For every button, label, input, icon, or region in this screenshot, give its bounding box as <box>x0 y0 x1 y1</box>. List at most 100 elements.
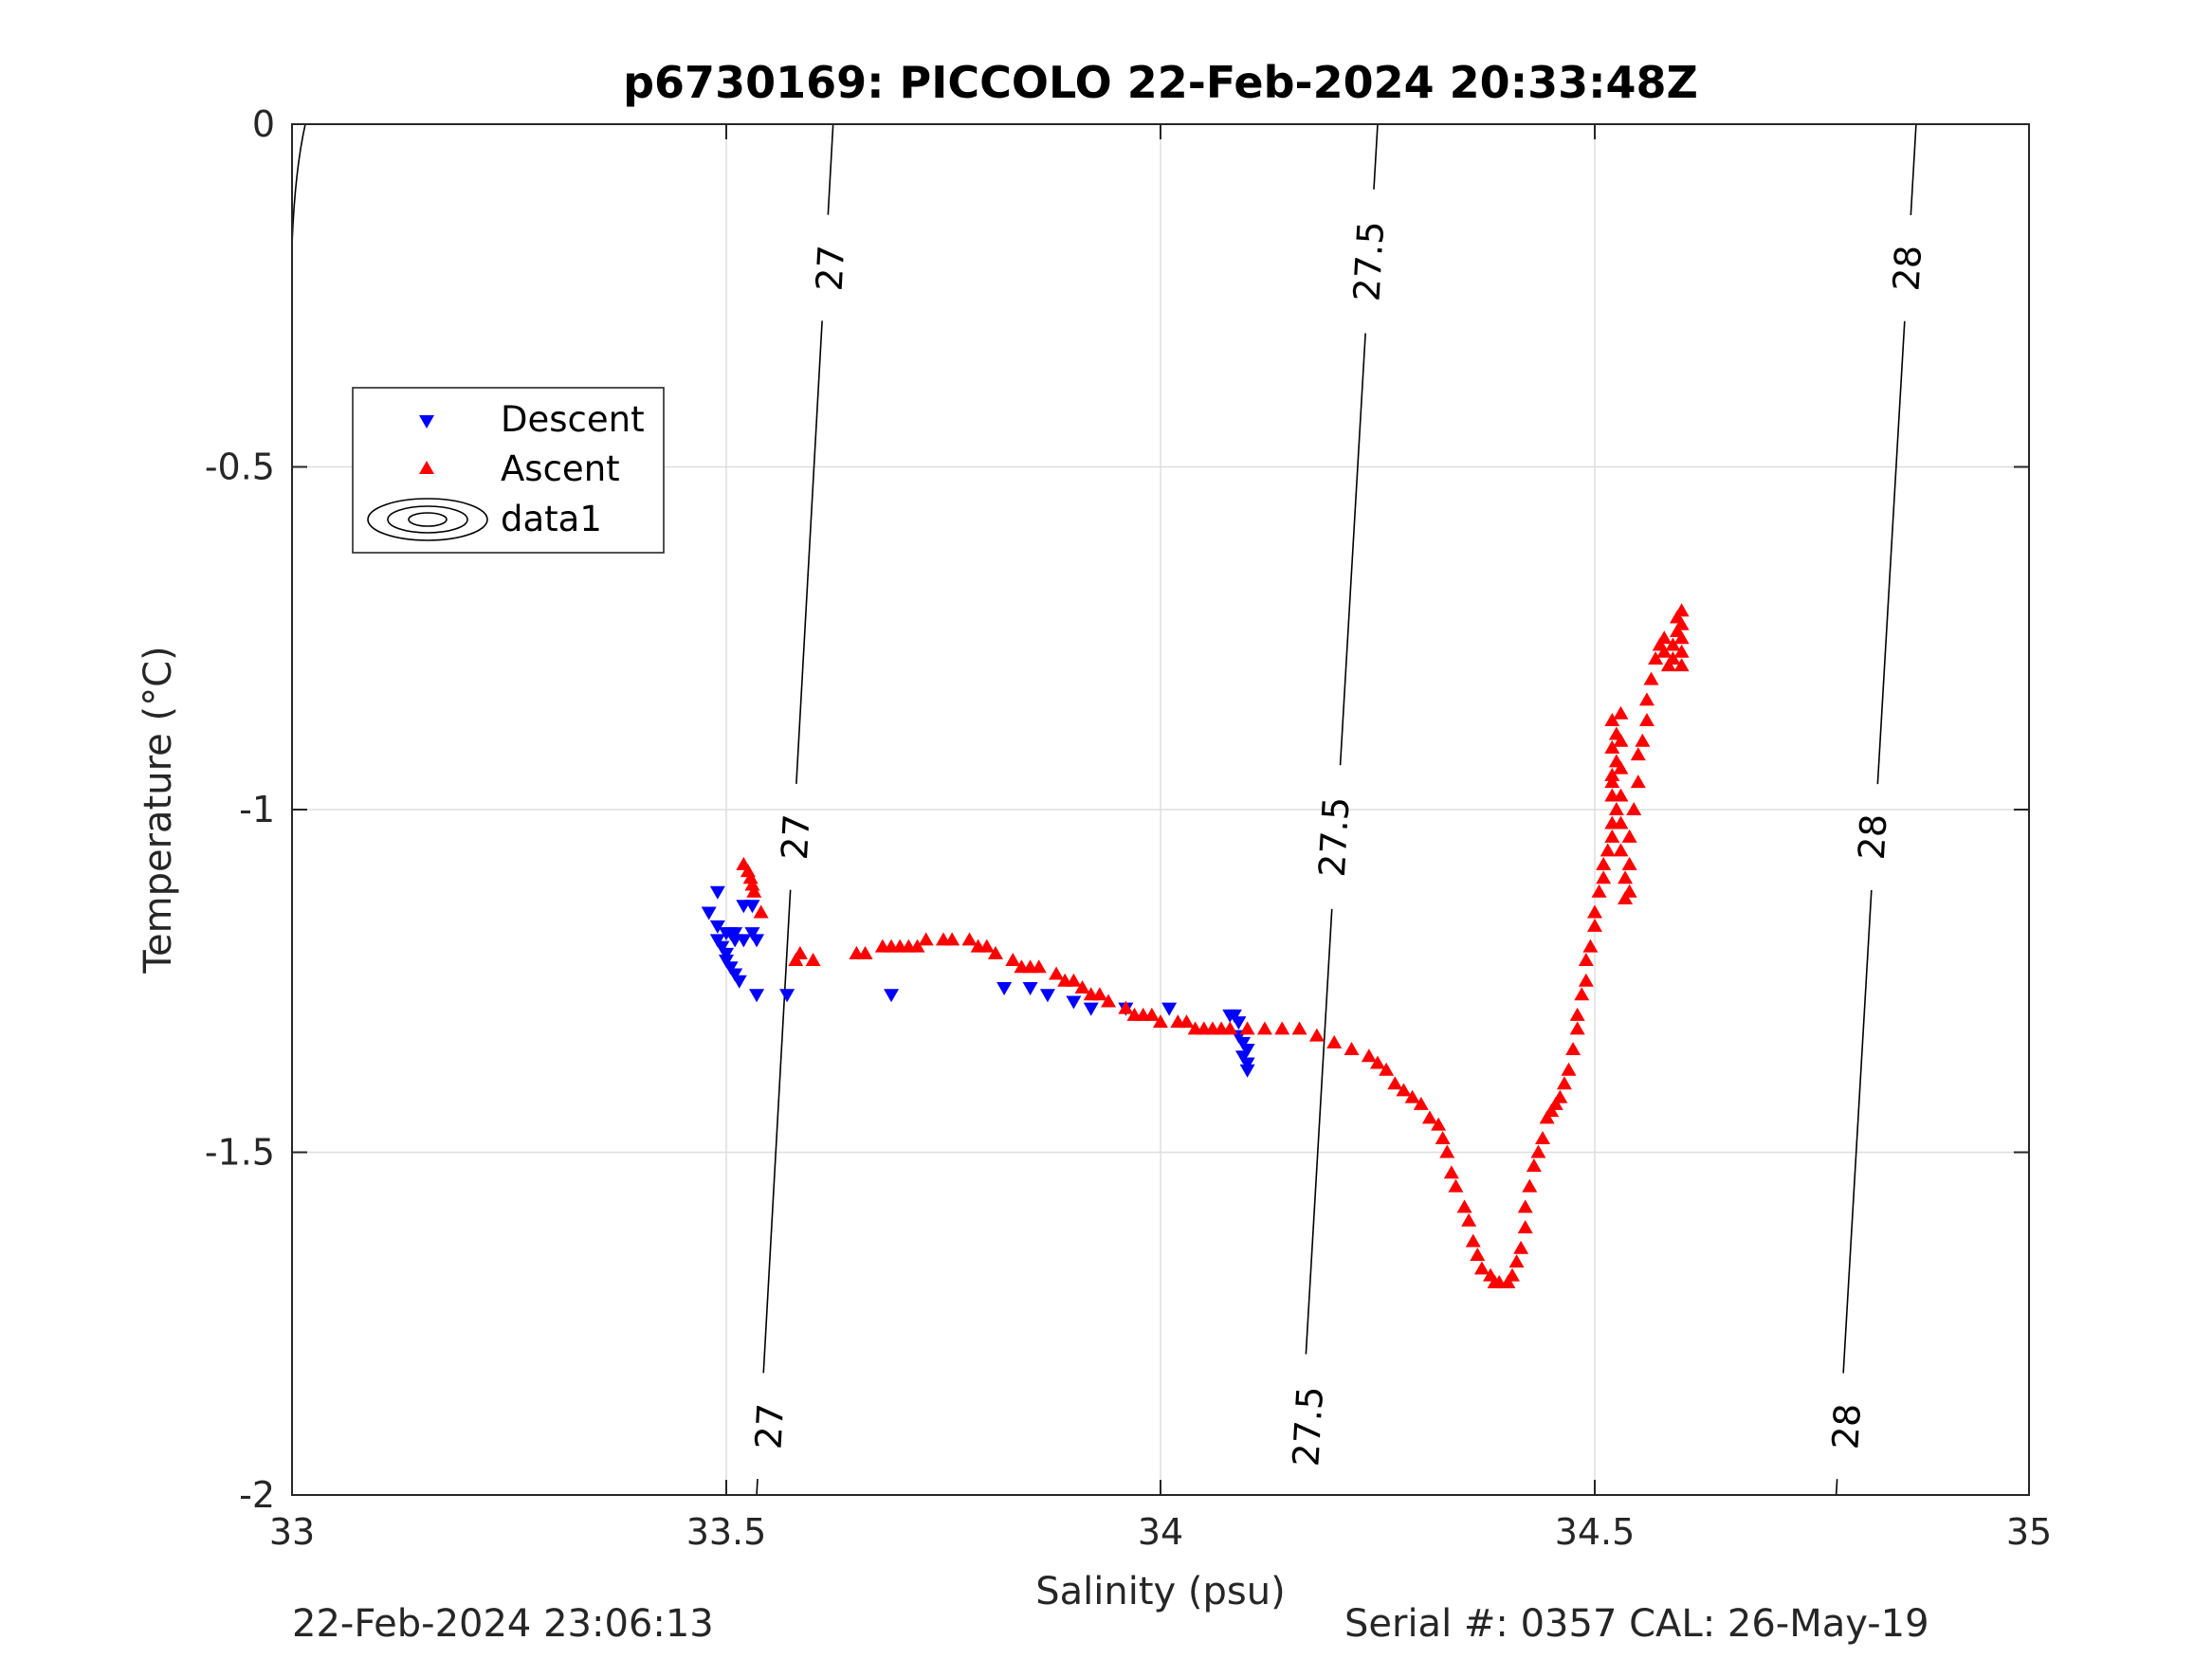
x-tick-label: 33.5 <box>686 1511 767 1553</box>
descent-point <box>722 961 739 975</box>
ascent-point <box>1049 966 1065 980</box>
ascent-point <box>744 877 760 891</box>
y-tick-label: -1.5 <box>205 1132 275 1174</box>
ascent-point <box>805 953 821 967</box>
descent-point <box>779 989 795 1003</box>
ascent-point <box>1091 987 1107 1001</box>
ascent-point <box>1256 1021 1272 1035</box>
ascent-point <box>1660 658 1676 672</box>
ascent-point <box>1239 1021 1255 1035</box>
ascent-point <box>1673 644 1690 658</box>
ascent-point <box>1587 918 1602 932</box>
legend: Descent Ascent data1 <box>352 387 665 554</box>
ascent-point <box>1005 953 1021 967</box>
ascent-point <box>1578 953 1594 967</box>
ascent-point <box>1656 644 1673 658</box>
ascent-point <box>1621 884 1637 898</box>
ascent-point <box>1656 630 1673 645</box>
x-tick-label: 33 <box>269 1511 315 1553</box>
ascent-point <box>1308 1028 1325 1042</box>
ascent-point <box>1556 1076 1572 1090</box>
descent-point <box>1239 1064 1255 1078</box>
ascent-point <box>1643 671 1659 685</box>
descent-point <box>701 906 717 921</box>
ascent-point <box>1361 1048 1377 1063</box>
ascent-point <box>1613 788 1629 802</box>
ascent-point <box>1530 1144 1546 1158</box>
descent-point <box>1066 995 1082 1010</box>
y-tick-label: -1 <box>239 789 275 830</box>
ascent-point <box>1604 739 1620 754</box>
ascent-point <box>1547 1096 1563 1110</box>
ascent-point <box>1448 1178 1464 1193</box>
isopycnal-line <box>1876 320 1906 785</box>
descent-point <box>744 900 760 914</box>
ascent-point <box>1535 1131 1551 1145</box>
descent-point <box>1161 1002 1178 1016</box>
descent-point <box>1231 1016 1247 1030</box>
ascent-point <box>1344 1042 1360 1056</box>
ascent-point <box>1596 870 1612 884</box>
isopycnal-line <box>1339 333 1366 766</box>
ascent-point <box>1613 815 1629 830</box>
isopycnal-contours: 27 27 27 27.5 27.5 27.5 28 28 28 <box>291 123 1929 1496</box>
ascent-point <box>1066 973 1082 987</box>
legend-contour-icon <box>367 498 488 541</box>
ascent-point <box>1153 1014 1168 1029</box>
isopycnal-label: 27 <box>809 244 853 292</box>
ascent-point <box>1608 802 1624 815</box>
descent-point <box>1239 1057 1255 1071</box>
ascent-point <box>792 945 808 959</box>
ascent-point <box>1673 616 1690 630</box>
ascent-point <box>1613 843 1629 857</box>
ascent-point <box>1673 603 1690 617</box>
ascent-point <box>1665 650 1681 665</box>
ascent-point <box>1618 890 1634 904</box>
ascent-point <box>1456 1199 1472 1213</box>
ascent-point <box>1439 1144 1455 1158</box>
legend-ascent-marker <box>419 461 434 474</box>
isopycnal-label: 28 <box>1824 1402 1869 1450</box>
isopycnal-label: 28 <box>1885 244 1929 292</box>
ascent-point <box>1591 884 1607 898</box>
ascent-point <box>1500 1274 1516 1288</box>
descent-point <box>1235 1036 1252 1050</box>
ascent-point <box>1604 767 1620 781</box>
descent-point <box>709 920 725 934</box>
ascent-point <box>1396 1083 1412 1097</box>
descent-point <box>727 927 743 941</box>
ascent-point <box>1648 650 1664 665</box>
legend-descent-marker <box>419 415 434 428</box>
ascent-point <box>1074 979 1090 994</box>
ascent-point <box>1222 1021 1238 1035</box>
ascent-point <box>1544 1103 1560 1118</box>
ascent-point <box>1552 1089 1568 1103</box>
footer-timestamp: 22-Feb-2024 23:06:13 <box>292 1602 714 1646</box>
y-axis-label: Temperature (°C) <box>137 646 180 974</box>
y-tick-label: 0 <box>252 103 275 145</box>
footer-serial-cal: Serial #: 0357 CAL: 26-May-19 <box>1344 1602 1929 1646</box>
ascent-point <box>1604 829 1620 843</box>
ascent-point <box>1370 1055 1385 1069</box>
ascent-point <box>1539 1110 1555 1124</box>
ascent-point <box>1143 1007 1160 1021</box>
ascent-point <box>1565 1042 1581 1056</box>
descent-point <box>884 989 900 1003</box>
ascent-point <box>1179 1014 1195 1029</box>
ascent-point <box>1517 1199 1533 1213</box>
ascent-point <box>978 939 995 953</box>
ascent-point <box>1431 1117 1447 1131</box>
ascent-point <box>1574 987 1590 1001</box>
ascent-point <box>1673 630 1690 645</box>
isopycnal-line <box>1910 123 1917 215</box>
descent-point <box>714 940 730 955</box>
isopycnal-label: 28 <box>1851 813 1895 862</box>
ascent-point <box>1517 1220 1533 1234</box>
descent-point <box>709 934 725 948</box>
ascent-point <box>987 945 1003 959</box>
descent-point <box>719 955 734 969</box>
ascent-point <box>1621 829 1637 843</box>
ascent-point <box>1596 856 1612 870</box>
descent-point <box>719 947 734 961</box>
isopycnal-line <box>1842 889 1873 1374</box>
